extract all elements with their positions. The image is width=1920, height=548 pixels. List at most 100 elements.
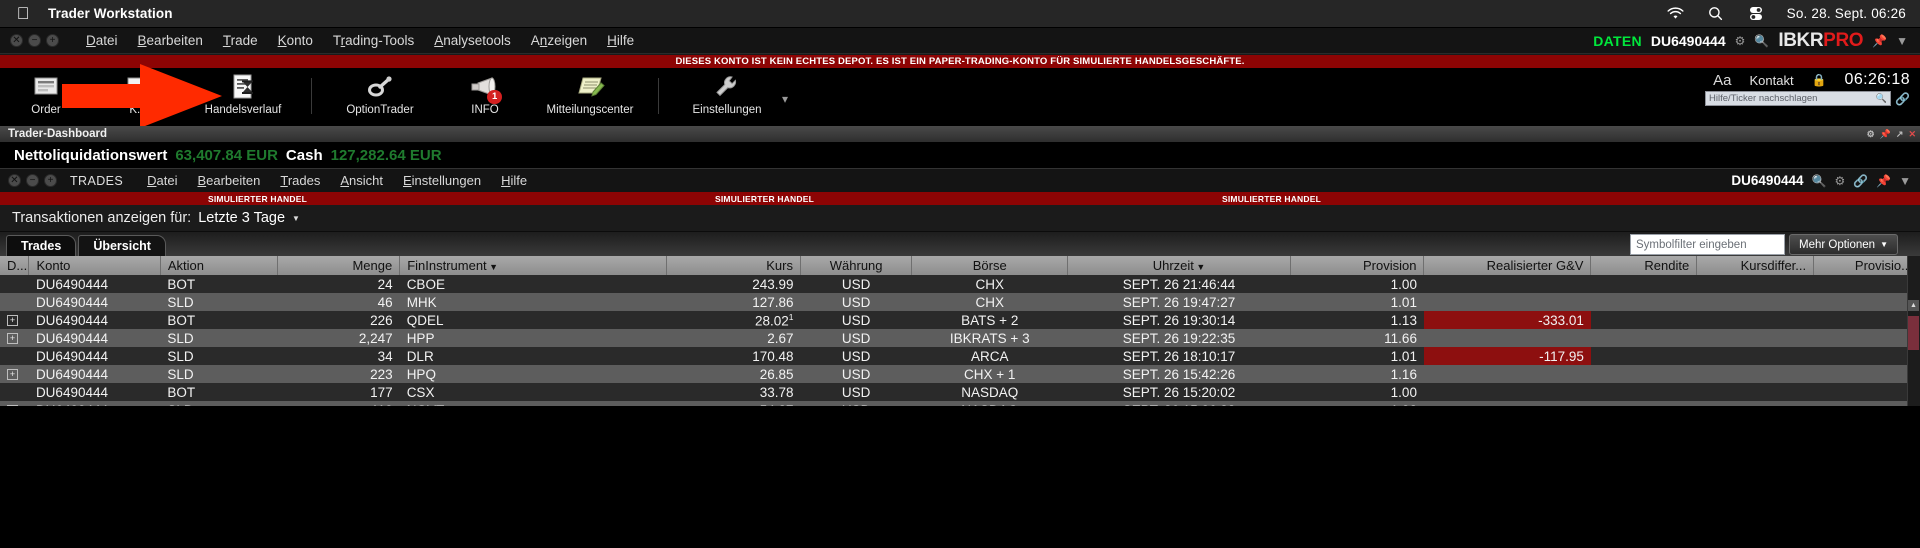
transaction-filter-label: Transaktionen anzeigen für:: [12, 210, 192, 226]
menu-trading-tools[interactable]: Trading-Tools: [332, 33, 415, 48]
more-options-button[interactable]: Mehr Optionen ▼: [1789, 234, 1898, 255]
magnifier-icon[interactable]: 🔍: [1754, 33, 1770, 48]
trades-tabs-row: Trades Übersicht Symbolfilter eingeben M…: [0, 232, 1920, 256]
menu-anzeigen[interactable]: Anzeigen: [530, 33, 588, 48]
column-header-menge[interactable]: Menge: [277, 256, 401, 275]
chevron-down-icon[interactable]: ▼: [1896, 33, 1908, 48]
menu-konto[interactable]: Konto: [277, 33, 313, 48]
expand-icon[interactable]: +: [7, 405, 18, 406]
window-maximize-button[interactable]: +: [46, 34, 59, 47]
table-row[interactable]: DU6490444 SLD 34 DLR 170.48 USD ARCA SEPT. 26 1…: [0, 347, 1920, 365]
cell-waehrung: USD: [800, 275, 912, 293]
cell-kursdiff: [1696, 293, 1814, 311]
column-header-provision[interactable]: Provision: [1290, 256, 1425, 275]
scrollbar-thumb[interactable]: [1908, 316, 1919, 350]
lock-icon[interactable]: 🔒: [1811, 73, 1827, 87]
table-row[interactable]: + DU6490444 SLD 223 HPQ 26.85 USD CHX + 1 SEPT. …: [0, 365, 1920, 383]
column-header-gv[interactable]: Realisierter G&V: [1423, 256, 1592, 275]
font-size-button[interactable]: Aa: [1713, 71, 1732, 89]
magnifier-icon[interactable]: 🔍: [1875, 93, 1888, 103]
gear-icon[interactable]: ⚙: [1834, 173, 1846, 188]
close-icon[interactable]: ✕: [1908, 128, 1916, 139]
toolbar-clock: 06:26:18: [1844, 71, 1910, 88]
expand-icon[interactable]: +: [7, 369, 18, 381]
column-header-instrument[interactable]: FinInstrument ▼: [399, 256, 668, 275]
column-header-rendite[interactable]: Rendite: [1590, 256, 1698, 275]
toolbar-button-optiontrader[interactable]: OptionTrader: [321, 68, 439, 126]
trades-minimize-button[interactable]: −: [26, 174, 39, 187]
trades-menu-bearbeiten[interactable]: Bearbeiten: [197, 173, 261, 188]
table-row[interactable]: DU6490444 BOT 24 CBOE 243.99 USD CHX SEPT. 26 2…: [0, 275, 1920, 293]
expand-icon[interactable]: +: [7, 315, 18, 327]
window-close-button[interactable]: ✕: [10, 34, 23, 47]
cell-aktion: SLD: [160, 329, 278, 347]
ticker-search-input[interactable]: Hilfe/Ticker nachschlagen 🔍: [1705, 91, 1892, 106]
tab-uebersicht[interactable]: Übersicht: [78, 235, 166, 256]
vertical-scrollbar[interactable]: ▲: [1907, 256, 1920, 406]
menu-datei[interactable]: Datei: [86, 33, 118, 48]
macos-active-app-title: Trader Workstation: [48, 6, 173, 21]
link-icon[interactable]: 🔗: [1895, 91, 1910, 106]
column-header-provisio[interactable]: Provisio...: [1813, 256, 1920, 275]
expand-icon[interactable]: +: [7, 333, 18, 345]
wifi-icon[interactable]: [1667, 5, 1685, 23]
toolbar-button-chart[interactable]: K...: [92, 68, 184, 126]
magnifier-icon[interactable]: 🔍: [1811, 173, 1827, 188]
column-header-uhrzeit[interactable]: Uhrzeit ▼: [1067, 256, 1291, 275]
tws-menu-items: Datei Bearbeiten Trade Konto Trading-Too…: [76, 31, 644, 50]
window-minimize-button[interactable]: −: [28, 34, 41, 47]
macos-clock[interactable]: So. 28. Sept. 06:26: [1786, 6, 1906, 21]
apple-logo-icon[interactable]: : [10, 5, 36, 22]
table-row[interactable]: + DU6490444 BOT 226 QDEL 28.021 USD BATS + 2 SEP…: [0, 311, 1920, 329]
table-row[interactable]: DU6490444 BOT 177 CSX 33.78 USD NASDAQ SEPT. 26…: [0, 383, 1920, 401]
search-icon[interactable]: [1707, 5, 1725, 23]
chevron-down-icon[interactable]: ▼: [1899, 173, 1911, 188]
tab-trades[interactable]: Trades: [6, 235, 77, 256]
toolbar-button-einstellungen[interactable]: Einstellungen: [668, 68, 786, 126]
gear-icon[interactable]: ⚙: [1866, 128, 1875, 139]
gear-icon[interactable]: ⚙: [1734, 33, 1746, 48]
menu-hilfe[interactable]: Hilfe: [607, 33, 635, 48]
cell-waehrung: USD: [800, 311, 912, 329]
pin-icon[interactable]: 📌: [1872, 33, 1888, 48]
trades-close-button[interactable]: ✕: [8, 174, 21, 187]
toolbar-button-handelsverlauf[interactable]: Handelsverlauf: [184, 68, 302, 126]
column-header-waehrung[interactable]: Währung: [800, 256, 913, 275]
cell-uhrzeit: SEPT. 26 15:20:02: [1067, 383, 1291, 401]
column-header-boerse[interactable]: Börse: [911, 256, 1069, 275]
trades-menu-einstellungen[interactable]: Einstellungen: [403, 173, 482, 188]
scroll-up-arrow-icon[interactable]: ▲: [1908, 300, 1919, 311]
toolbar-button-info[interactable]: INFO 1: [439, 68, 531, 126]
symbol-filter-input[interactable]: Symbolfilter eingeben: [1630, 234, 1785, 255]
pin-icon[interactable]: 📌: [1876, 173, 1892, 188]
column-header-aktion[interactable]: Aktion: [160, 256, 278, 275]
trades-menu-datei[interactable]: Datei: [147, 173, 178, 188]
column-header-kurs[interactable]: Kurs: [666, 256, 801, 275]
trades-menu-ansicht[interactable]: Ansicht: [340, 173, 383, 188]
column-header-kursdiff[interactable]: Kursdiffer...: [1696, 256, 1815, 275]
column-header-konto[interactable]: Konto: [28, 256, 161, 275]
trades-maximize-button[interactable]: +: [44, 174, 57, 187]
pin-icon[interactable]: 📌: [1879, 128, 1891, 139]
control-center-icon[interactable]: [1747, 5, 1765, 23]
column-header-d[interactable]: D...: [0, 256, 30, 275]
transaction-filter-value[interactable]: Letzte 3 Tage: [198, 210, 286, 226]
toolbar-button-order[interactable]: Order: [0, 68, 92, 126]
toolbar-button-mitteilungscenter[interactable]: Mitteilungscenter: [531, 68, 649, 126]
chevron-down-icon[interactable]: ▼: [292, 213, 300, 223]
cell-rendite: [1590, 293, 1697, 311]
trades-menu-trades[interactable]: Trades: [280, 173, 321, 188]
menu-analysetools[interactable]: Analysetools: [434, 33, 511, 48]
table-row[interactable]: DU6490444 SLD 46 MHK 127.86 USD CHX SEPT. 26 19…: [0, 293, 1920, 311]
link-icon[interactable]: 🔗: [1853, 173, 1869, 188]
menu-bearbeiten[interactable]: Bearbeiten: [137, 33, 203, 48]
cell-waehrung: USD: [800, 401, 912, 406]
kontakt-button[interactable]: Kontakt: [1749, 72, 1794, 88]
menu-trade[interactable]: Trade: [222, 33, 258, 48]
expand-icon[interactable]: ↗: [1895, 128, 1904, 139]
table-row[interactable]: + DU6490444SLD110NGVT54.37USDNASDAQSEPT. …: [0, 401, 1920, 406]
cell-provisio: [1813, 347, 1920, 365]
toolbar-overflow-chevron-icon[interactable]: ▾: [782, 92, 789, 106]
trades-menu-hilfe[interactable]: Hilfe: [501, 173, 528, 188]
